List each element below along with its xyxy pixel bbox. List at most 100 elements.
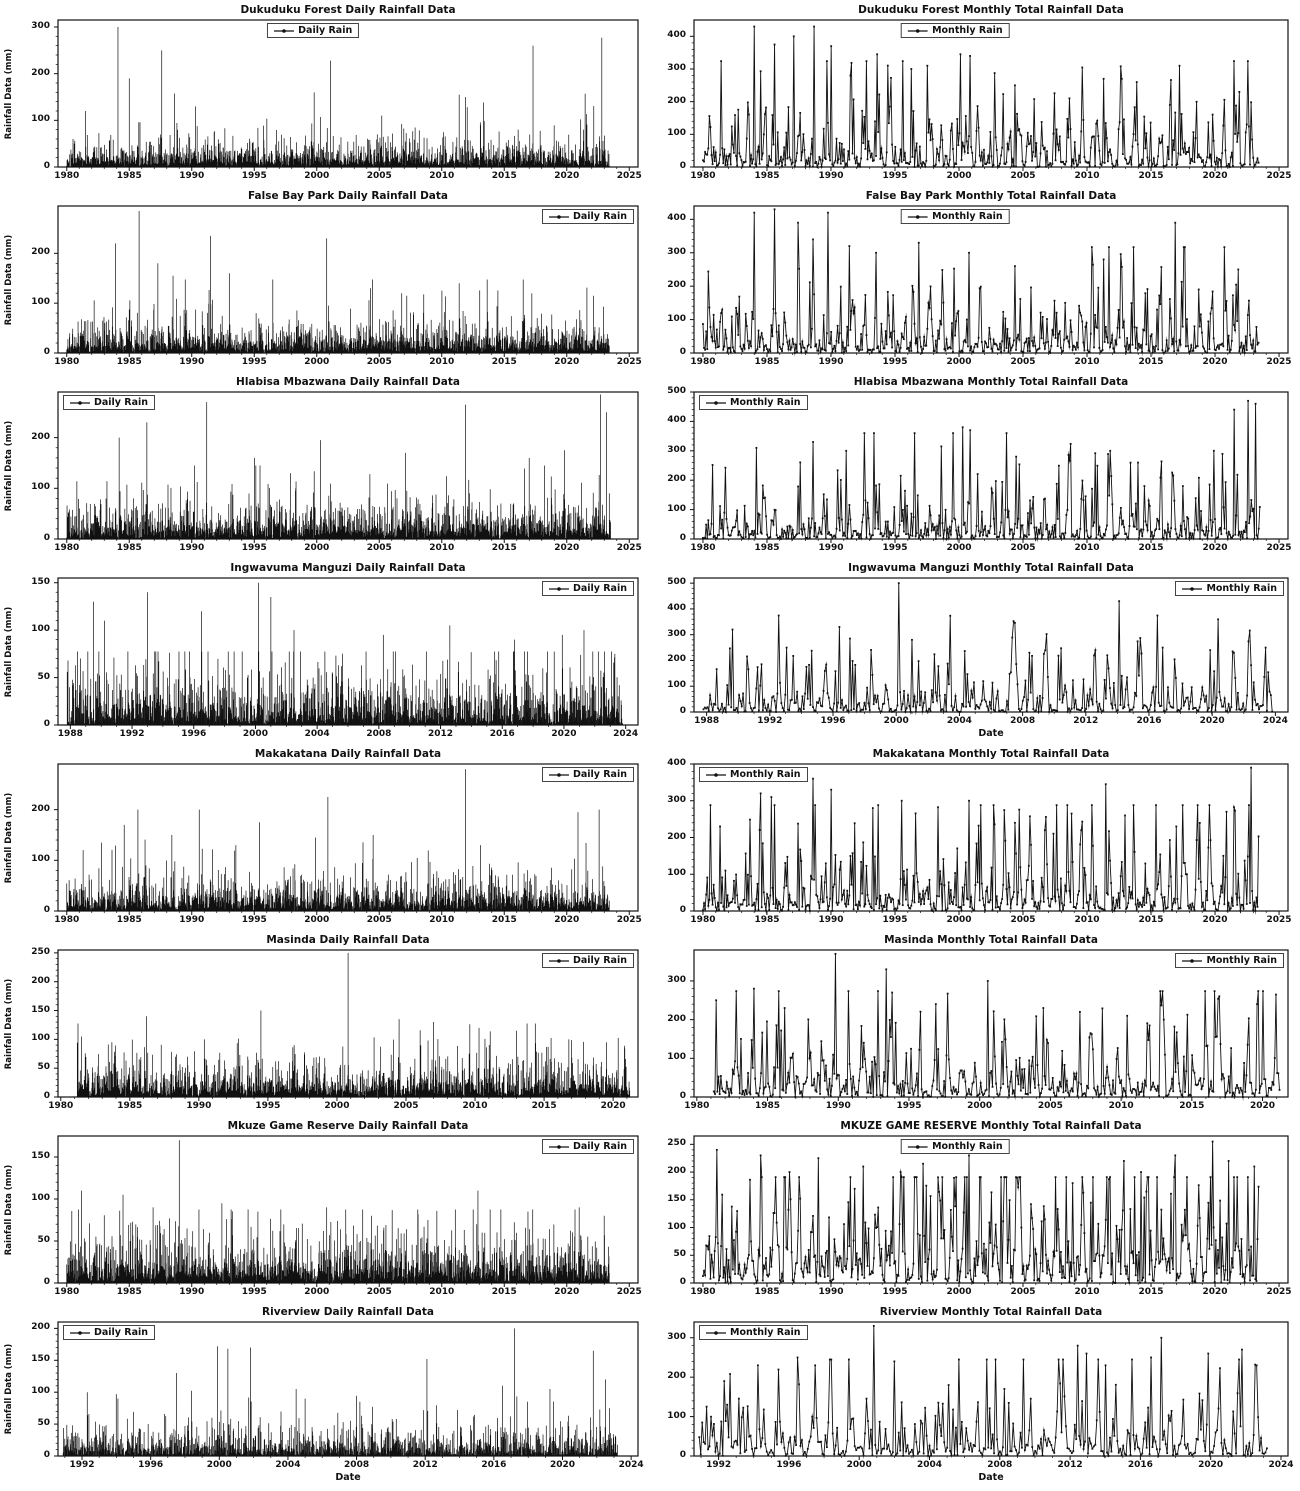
figure-2: False Bay Park Daily Rainfall Data Rainfa…: [0, 186, 650, 372]
figure-4: Hlabisa Mbazwana Daily Rainfall Data Rain…: [0, 372, 650, 558]
x-tick-label: 2005: [1010, 357, 1036, 367]
x-tick-label: 2010: [429, 543, 455, 553]
y-tick-label: 100: [667, 1410, 686, 1421]
chart-title: Makakatana Monthly Total Rainfall Data: [872, 748, 1110, 760]
y-tick-label: 100: [31, 297, 50, 308]
chart-title: Ingwavuma Manguzi Daily Rainfall Data: [230, 562, 466, 574]
y-tick-label: 200: [667, 95, 686, 106]
x-tick-label: 2000: [946, 357, 972, 367]
plot-canvas: [0, 558, 650, 744]
y-tick-label: 0: [43, 905, 50, 915]
y-tick-label: 150: [31, 1354, 50, 1365]
chart-title: MKUZE GAME RESERVE Monthly Total Rainfal…: [840, 1120, 1142, 1132]
x-tick-label: 2005: [1010, 543, 1036, 553]
figure-5: Hlabisa Mbazwana Monthly Total Rainfall …: [650, 372, 1300, 558]
x-tick-label: 1992: [757, 716, 783, 726]
x-tick-label: 2000: [206, 1460, 232, 1470]
legend-marker-icon: [548, 586, 569, 591]
y-tick-label: 150: [667, 1193, 686, 1204]
x-tick-label: 2005: [366, 171, 392, 181]
figure-1: Dukuduku Forest Monthly Total Rainfall D…: [650, 0, 1300, 186]
y-tick-label: 100: [667, 313, 686, 324]
chart-title: Masinda Daily Rainfall Data: [266, 934, 430, 946]
x-tick-label: 2016: [481, 1460, 507, 1470]
y-tick-label: 300: [667, 628, 686, 639]
x-tick-label: 1980: [690, 171, 716, 181]
legend-marker-icon: [548, 1144, 569, 1149]
y-tick-label: 0: [679, 1277, 686, 1287]
y-tick-label: 200: [667, 1371, 686, 1382]
x-tick-label: 2000: [304, 171, 330, 181]
x-tick-label: 2020: [551, 729, 577, 739]
y-tick-label: 100: [667, 128, 686, 139]
x-tick-label: 2010: [429, 171, 455, 181]
x-tick-label: 2015: [1138, 543, 1164, 553]
y-tick-label: 100: [667, 1221, 686, 1232]
x-tick-label: 1995: [882, 171, 908, 181]
x-tick-label: 1990: [179, 171, 205, 181]
y-tick-label: 0: [43, 1450, 50, 1460]
legend-label: Monthly Rain: [1206, 955, 1277, 966]
x-tick-label: 2000: [304, 915, 330, 925]
x-tick-label: 2020: [549, 1460, 576, 1470]
x-tick-label: 2015: [1138, 915, 1164, 925]
x-tick-label: 2000: [324, 1101, 350, 1111]
x-tick-label: 2025: [616, 171, 642, 181]
y-tick-label: 200: [667, 1166, 686, 1177]
x-tick-label: 1995: [882, 543, 908, 553]
x-tick-label: 2000: [242, 729, 268, 739]
y-tick-label: 200: [667, 654, 686, 665]
x-tick-label: 1992: [69, 1460, 95, 1470]
x-tick-label: 2000: [304, 357, 330, 367]
x-tick-label: 1990: [179, 1287, 205, 1297]
x-tick-label: 2000: [304, 1287, 330, 1297]
legend-marker-icon: [706, 1330, 726, 1335]
x-tick-label: 2015: [491, 915, 517, 925]
x-tick-label: 2005: [366, 543, 392, 553]
figure-9: Makakatana Monthly Total Rainfall Data 0 1…: [650, 744, 1300, 930]
x-tick-label: 2015: [1179, 1101, 1205, 1111]
chart-title: Riverview Monthly Total Rainfall Data: [879, 1306, 1103, 1318]
y-tick-label: 300: [667, 974, 686, 985]
x-tick-label: 2005: [366, 1287, 392, 1297]
x-tick-label: 2025: [616, 543, 642, 553]
x-tick-label: 2020: [1202, 1287, 1228, 1297]
x-tick-label: 2012: [1057, 1460, 1083, 1470]
chart-title: Dukuduku Forest Monthly Total Rainfall D…: [858, 4, 1124, 16]
x-tick-label: 2012: [1073, 716, 1099, 726]
x-tick-label: 1990: [818, 1287, 844, 1297]
legend-marker-icon: [548, 958, 569, 963]
x-tick-label: 2012: [412, 1460, 438, 1470]
x-tick-label: 1980: [690, 915, 716, 925]
x-tick-label: 2005: [1010, 171, 1036, 181]
x-tick-label: 2015: [491, 357, 517, 367]
plot-canvas: [0, 930, 650, 1116]
y-tick-label: 200: [667, 280, 686, 291]
x-tick-label: 1985: [754, 357, 780, 367]
legend: Monthly Rain: [1175, 953, 1284, 968]
x-tick-label: 2025: [616, 357, 642, 367]
x-tick-label: 2020: [1202, 915, 1228, 925]
x-tick-label: 1995: [241, 171, 267, 181]
y-tick-label: 250: [31, 946, 50, 957]
x-tick-label: 1990: [179, 357, 205, 367]
legend-label: Monthly Rain: [932, 25, 1003, 36]
x-tick-label: 1985: [116, 357, 142, 367]
y-tick-label: 0: [679, 706, 686, 716]
x-tick-label: 1995: [241, 357, 267, 367]
legend-marker-icon: [70, 1330, 90, 1335]
y-tick-label: 50: [673, 1249, 686, 1260]
y-axis-label: Rainfall Data (mm): [4, 978, 14, 1069]
x-tick-label: 2020: [554, 543, 580, 553]
x-tick-label: 2015: [1138, 1287, 1164, 1297]
plot-canvas: [0, 744, 650, 930]
x-tick-label: 2000: [946, 1287, 972, 1297]
x-tick-label: 2010: [429, 1287, 455, 1297]
x-tick-label: 2005: [1037, 1101, 1063, 1111]
chart-title: Dukuduku Forest Daily Rainfall Data: [240, 4, 456, 16]
x-tick-label: 2025: [616, 915, 642, 925]
y-tick-label: 100: [667, 503, 686, 514]
figure-7: Ingwavuma Manguzi Monthly Total Rainfall…: [650, 558, 1300, 744]
x-tick-label: 2020: [1250, 1101, 1276, 1111]
x-tick-label: 1996: [776, 1460, 802, 1470]
